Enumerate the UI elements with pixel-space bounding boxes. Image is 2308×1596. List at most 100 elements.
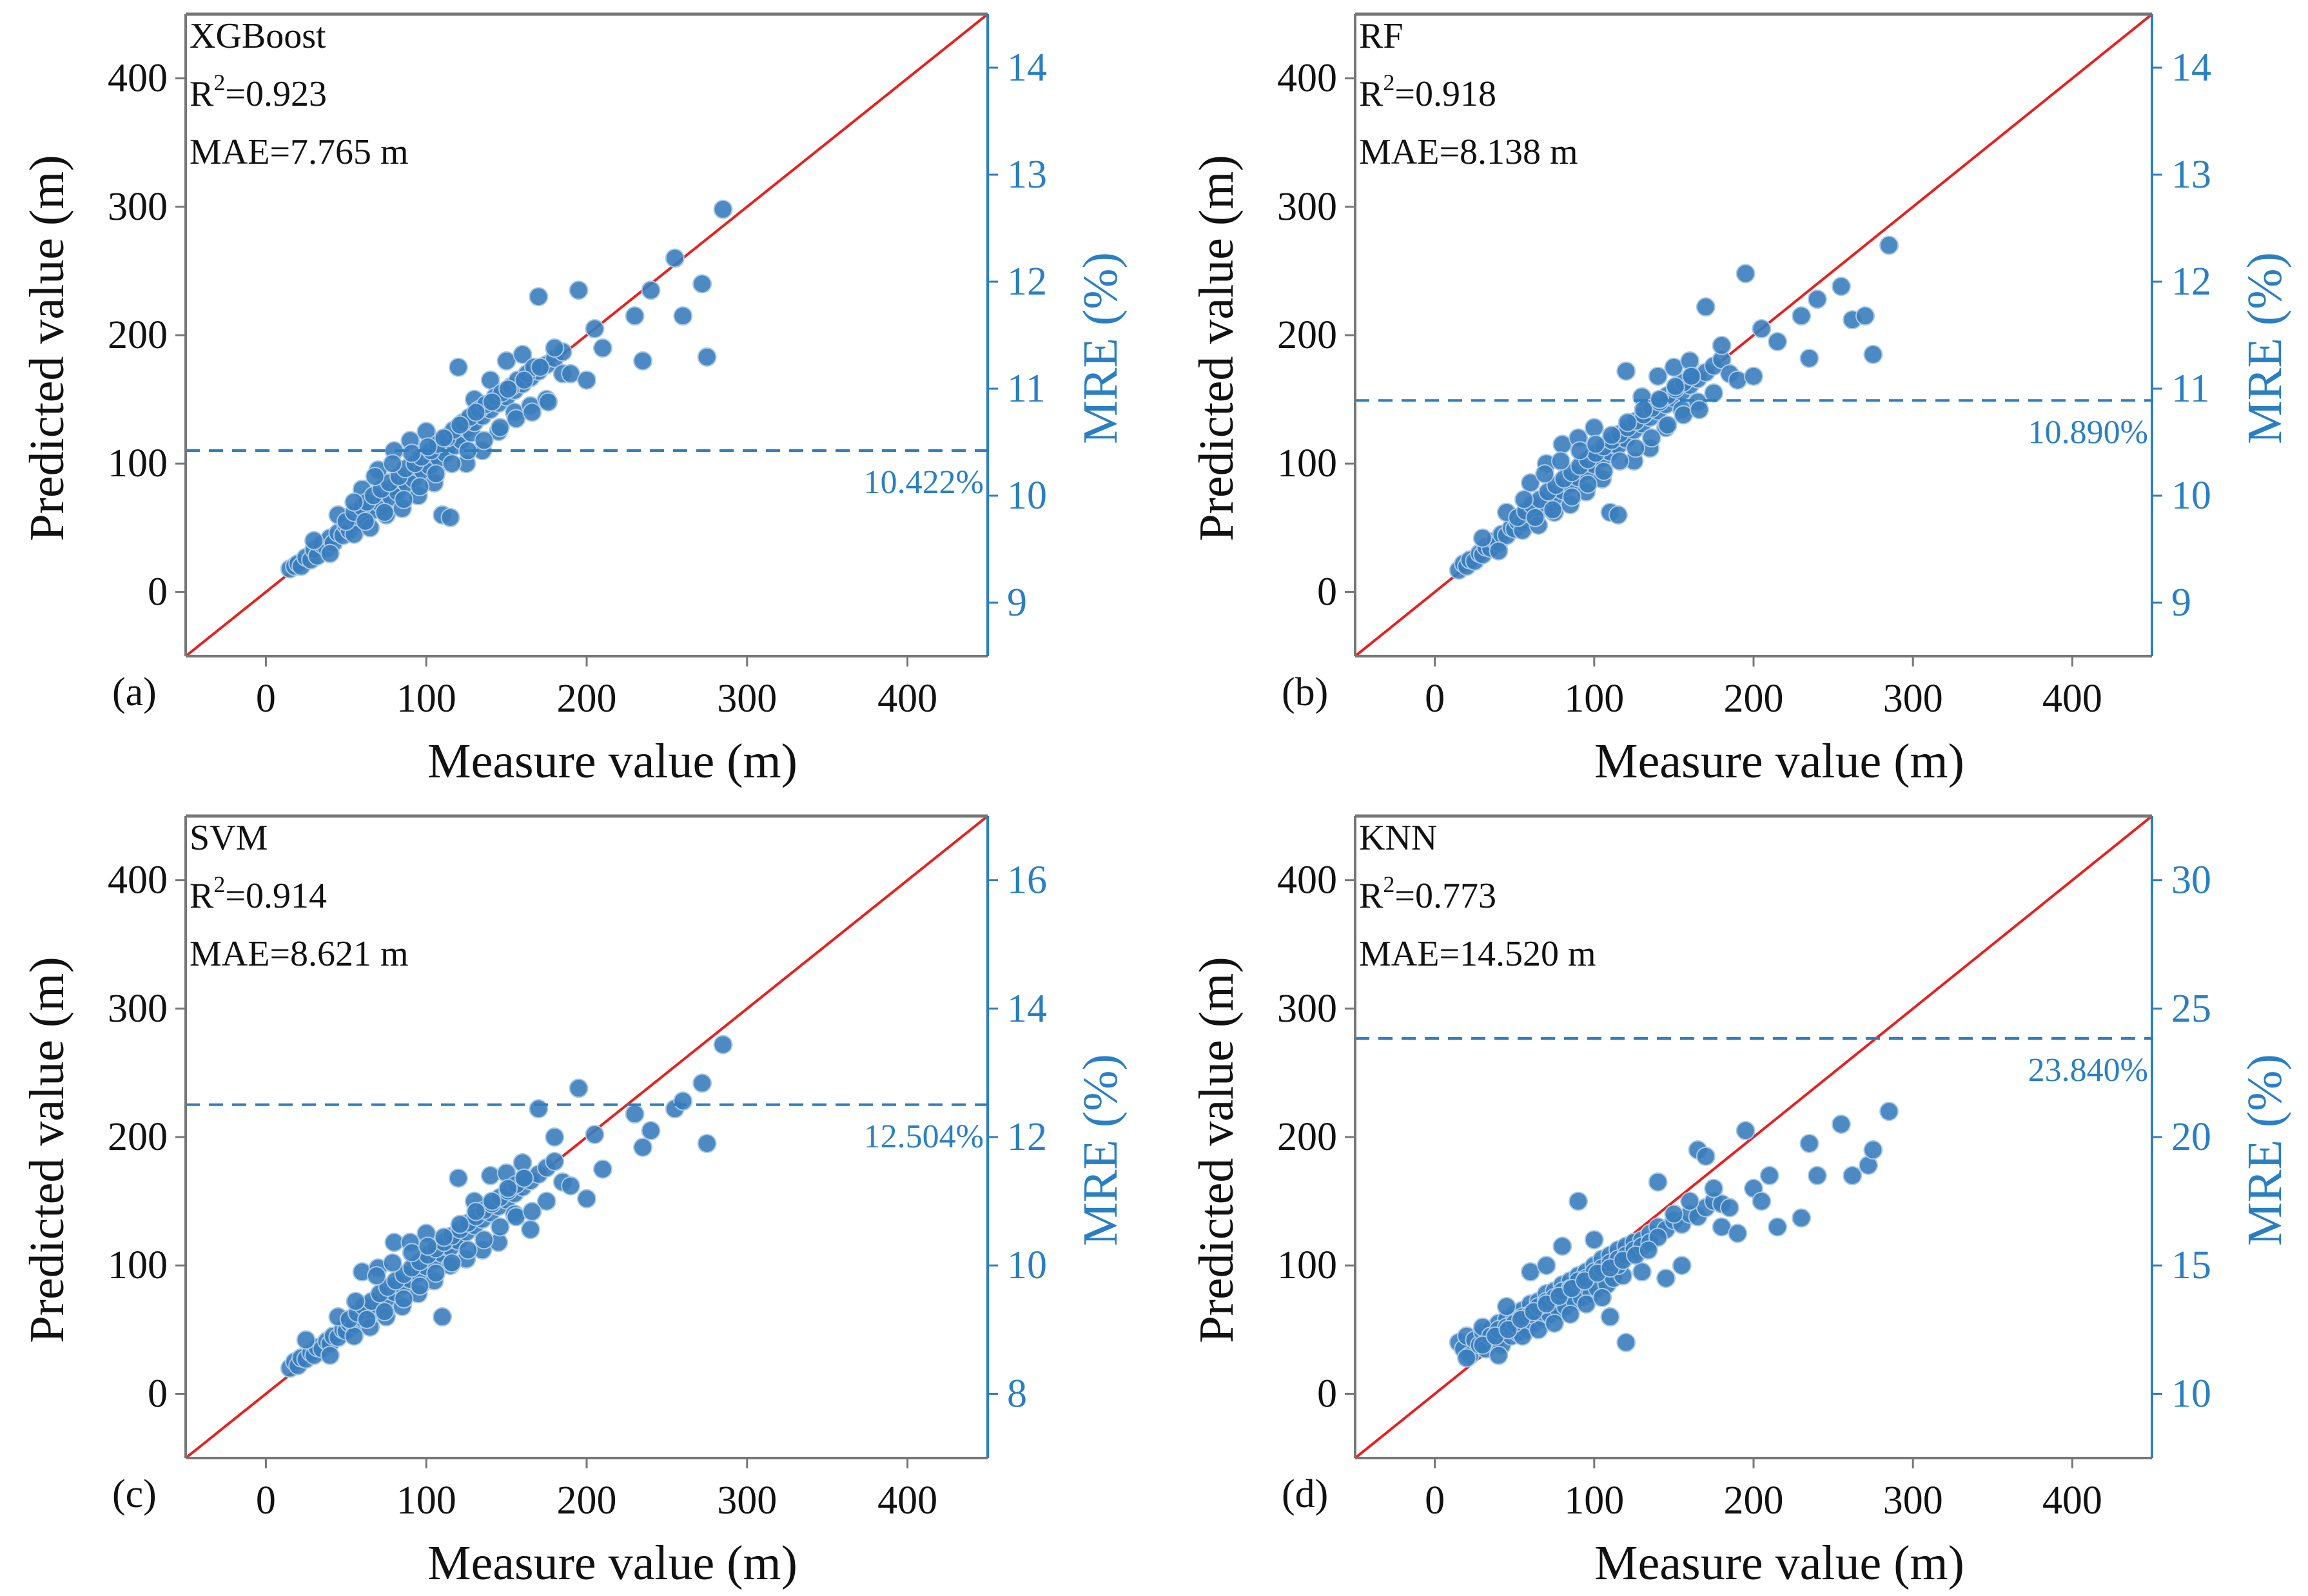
scatter-point (692, 1073, 712, 1093)
scatter-point (1457, 1348, 1477, 1368)
scatter-series (1449, 1102, 1899, 1368)
scatter-point (482, 392, 502, 412)
scatter-point (382, 454, 402, 474)
x-tick-label: 200 (557, 677, 617, 721)
y-tick-label: 300 (1277, 987, 1337, 1031)
scatter-point (506, 1207, 526, 1227)
scatter-point (536, 1191, 556, 1211)
scatter-point (304, 530, 324, 550)
mre-tick-label: 25 (2171, 987, 2211, 1031)
scatter-point (296, 1330, 316, 1350)
x-axis-title: Measure value (m) (1594, 734, 1964, 788)
scatter-point (506, 409, 526, 429)
y-tick-label: 200 (108, 313, 168, 357)
scatter-point (1752, 319, 1772, 339)
scatter-point (561, 1176, 581, 1196)
mre-axis-title: MRE (%) (2238, 252, 2292, 444)
chart-panel-svm: 12.504% 0 100 200 300 400 0 100 200 300 400 8 10 12 14… (20, 814, 1128, 1590)
scatter-point (1799, 1133, 1819, 1153)
scatter-point (433, 1307, 453, 1327)
scatter-point (1498, 1319, 1518, 1339)
scatter-point (1520, 473, 1540, 493)
y-tick-label: 0 (1317, 570, 1337, 614)
chart-panel-xgboost: 10.422% 0 100 200 300 400 0 100 200 300 400 9 10 11 12… (20, 12, 1128, 788)
scatter-point (592, 1159, 612, 1179)
scatter-point (577, 1189, 596, 1209)
x-tick-label: 400 (877, 677, 937, 721)
scatter-point (442, 1253, 462, 1273)
scatter-point (697, 1133, 717, 1153)
scatter-point (513, 344, 533, 364)
scatter-point (625, 306, 645, 326)
mae-text: MAE=8.138 m (1359, 132, 1578, 172)
scatter-point (1608, 505, 1628, 525)
scatter-point (375, 502, 395, 522)
y-tick-label: 100 (108, 1243, 168, 1287)
scatter-point (697, 347, 717, 367)
mre-tick-label: 8 (1007, 1372, 1027, 1416)
scatter-point (496, 351, 516, 371)
scatter-point (1807, 1165, 1827, 1185)
mre-tick-label: 13 (1007, 153, 1047, 197)
mre-tick-label: 12 (1007, 1115, 1047, 1159)
x-tick-label: 400 (2042, 677, 2102, 721)
scatter-point (440, 507, 460, 527)
scatter-point (561, 364, 581, 384)
x-axis-title: Measure value (m) (1594, 1536, 1964, 1590)
x-tick-label: 0 (256, 1479, 276, 1523)
scatter-point (1863, 1140, 1883, 1160)
panel-label: (b) (1282, 670, 1328, 714)
scatter-point (448, 357, 468, 377)
r2-text: R2=0.918 (1359, 70, 1496, 114)
scatter-point (529, 1099, 549, 1119)
scatter-point (673, 306, 693, 326)
scatter-point (1736, 1121, 1755, 1141)
scatter-point (1550, 451, 1570, 471)
x-tick-label: 400 (877, 1479, 937, 1523)
mre-label: 23.840% (2028, 1052, 2148, 1089)
scatter-point (1664, 1204, 1684, 1224)
scatter-point (1626, 438, 1646, 458)
model-name: KNN (1359, 818, 1437, 858)
scatter-point (569, 1078, 589, 1098)
scatter-point (1489, 541, 1509, 561)
scatter-point (625, 1104, 645, 1124)
mre-tick-label: 13 (2171, 153, 2211, 197)
scatter-point (448, 1168, 468, 1188)
y-tick-label: 0 (148, 570, 168, 614)
scatter-point (320, 543, 340, 563)
scatter-point (538, 392, 558, 412)
y-tick-label: 200 (1277, 313, 1337, 357)
mre-tick-label: 14 (2171, 46, 2211, 90)
scatter-point (1562, 487, 1582, 507)
scatter-point (1768, 1217, 1788, 1237)
scatter-point (355, 511, 375, 531)
scatter-point (344, 1326, 364, 1346)
y-tick-label: 0 (1317, 1372, 1337, 1416)
scatter-point (1831, 1114, 1851, 1134)
scatter-point (1641, 428, 1661, 448)
scatter-point (1600, 1307, 1620, 1327)
scatter-point (1584, 418, 1604, 438)
y-tick-label: 300 (108, 185, 168, 229)
scatter-point (673, 1091, 693, 1111)
scatter-point (1719, 1198, 1739, 1218)
scatter-point (418, 1236, 438, 1256)
scatter-point (1638, 1240, 1658, 1260)
x-tick-label: 300 (1883, 1479, 1943, 1523)
scatter-point (1674, 405, 1694, 425)
scatter-point (1799, 348, 1819, 368)
x-tick-label: 100 (396, 1479, 456, 1523)
mre-tick-label: 14 (1007, 987, 1047, 1031)
scatter-series (1449, 235, 1899, 580)
mre-tick-label: 12 (2171, 260, 2211, 304)
scatter-point (498, 1178, 518, 1198)
x-tick-label: 300 (717, 1479, 777, 1523)
model-name: SVM (190, 818, 268, 858)
scatter-point (1594, 462, 1614, 482)
x-tick-label: 100 (1564, 677, 1624, 721)
scatter-point (522, 1202, 542, 1221)
scatter-point (641, 280, 661, 300)
scatter-point (545, 338, 565, 358)
